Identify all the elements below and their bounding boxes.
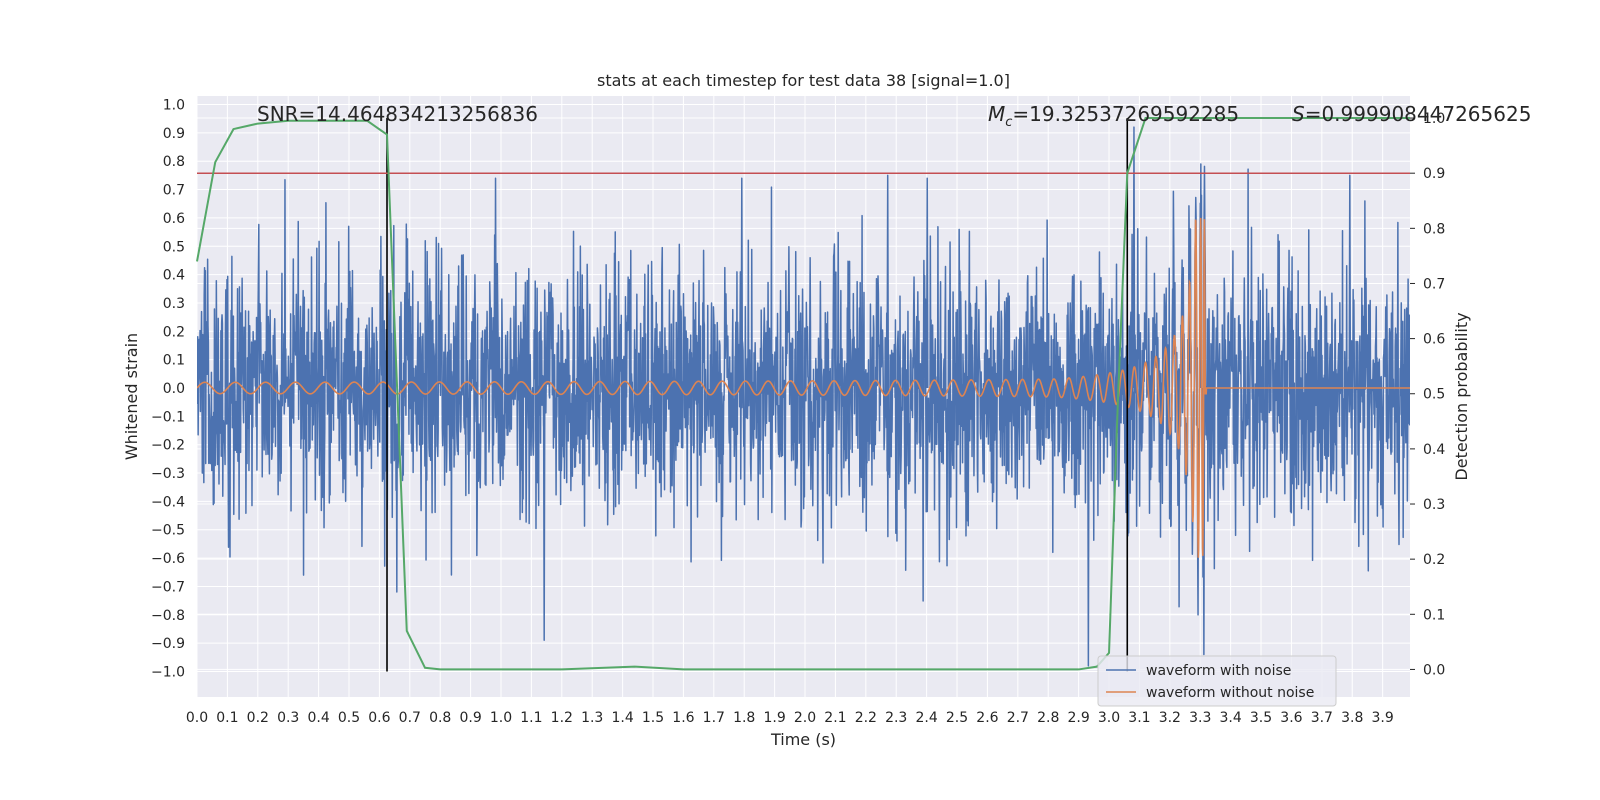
y-tick-label: 0.5	[163, 239, 185, 255]
x-tick-label: 3.4	[1220, 710, 1242, 726]
x-tick-label: 0.2	[247, 710, 269, 726]
x-tick-label: 2.7	[1007, 710, 1029, 726]
y-tick-label: −0.7	[151, 579, 185, 595]
legend-label-clean: waveform without noise	[1146, 685, 1314, 701]
y2-tick-label: 0.8	[1423, 221, 1445, 237]
chirp-mass-symbol: M	[988, 102, 1005, 126]
x-tick-label: 1.4	[611, 710, 633, 726]
x-tick-label: 1.1	[520, 710, 542, 726]
x-tick-label: 3.5	[1250, 710, 1272, 726]
x-tick-label: 3.1	[1128, 710, 1150, 726]
x-tick-label: 2.3	[885, 710, 907, 726]
y-tick-label: 0.8	[163, 154, 185, 170]
x-tick-label: 1.5	[642, 710, 664, 726]
y-tick-label: −0.5	[151, 523, 185, 539]
y-tick-label: 0.9	[163, 126, 185, 142]
chart-title: stats at each timestep for test data 38 …	[597, 71, 1010, 90]
y2-tick-label: 0.6	[1423, 332, 1445, 348]
y-tick-label: −0.2	[151, 438, 185, 454]
legend-label-noise: waveform with noise	[1146, 663, 1291, 679]
x-tick-label: 0.9	[459, 710, 481, 726]
y2-axis-label: Detection probability	[1452, 312, 1471, 480]
y2-tick-label: 0.0	[1423, 662, 1445, 678]
y2-tick-label: 0.5	[1423, 387, 1445, 403]
score-symbol: S	[1292, 102, 1305, 126]
overlay-layer	[196, 117, 1410, 672]
x-tick-label: 0.6	[368, 710, 390, 726]
x-tick-label: 0.4	[307, 710, 329, 726]
x-tick-label: 2.8	[1037, 710, 1059, 726]
y2-tick-label: 0.9	[1423, 166, 1445, 182]
x-tick-label: 2.4	[915, 710, 937, 726]
x-tick-label: 2.6	[976, 710, 998, 726]
x-tick-label: 3.0	[1098, 710, 1120, 726]
y-tick-label: 0.7	[163, 183, 185, 199]
y2-tick-label: 0.7	[1423, 276, 1445, 292]
y-tick-label: −0.1	[151, 409, 185, 425]
y-tick-label: −0.4	[151, 494, 185, 510]
x-tick-label: 3.7	[1311, 710, 1333, 726]
y-tick-label: −0.9	[151, 636, 185, 652]
x-tick-label: 3.6	[1280, 710, 1302, 726]
y-tick-label: −0.6	[151, 551, 185, 567]
x-tick-label: 3.8	[1341, 710, 1363, 726]
y-tick-label: 0.1	[163, 353, 185, 369]
chirp-mass-annotation: Mc=19.32537269592285	[988, 102, 1239, 130]
x-tick-label: 0.5	[338, 710, 360, 726]
y-tick-label: 0.2	[163, 324, 185, 340]
x-tick-label: 1.0	[490, 710, 512, 726]
legend: waveform with noise waveform without noi…	[1097, 655, 1337, 707]
y-tick-label: −0.3	[151, 466, 185, 482]
score-annotation: S=0.999908447265625	[1292, 102, 1531, 126]
chirp-mass-value: =19.32537269592285	[1012, 102, 1239, 126]
y2-tick-label: 0.2	[1423, 552, 1445, 568]
x-tick-label: 1.9	[763, 710, 785, 726]
y-tick-label: −0.8	[151, 608, 185, 624]
series-waveform-without-noise	[197, 217, 1410, 558]
y-tick-label: 0.0	[163, 381, 185, 397]
chirp-mass-subscript: c	[1005, 115, 1012, 130]
y-tick-label: 1.0	[163, 98, 185, 114]
x-tick-label: 0.8	[429, 710, 451, 726]
snr-annotation: SNR=14.464834213256836	[257, 102, 538, 126]
y2-tick-label: 0.1	[1423, 607, 1445, 623]
x-tick-label: 0.7	[399, 710, 421, 726]
y2-tick-label: 0.4	[1423, 442, 1445, 458]
y-tick-label: −1.0	[151, 664, 185, 680]
x-tick-label: 2.0	[794, 710, 816, 726]
x-tick-label: 1.8	[733, 710, 755, 726]
legend-frame	[1097, 655, 1337, 707]
series-waveform-with-noise	[197, 126, 1410, 667]
score-value: =0.999908447265625	[1305, 102, 1532, 126]
x-tick-label: 1.7	[703, 710, 725, 726]
x-tick-label: 3.3	[1189, 710, 1211, 726]
x-tick-label: 3.9	[1372, 710, 1394, 726]
x-tick-label: 0.1	[216, 710, 238, 726]
x-tick-label: 1.2	[551, 710, 573, 726]
y-tick-label: 0.6	[163, 211, 185, 227]
y-tick-label: 0.4	[163, 268, 185, 284]
x-tick-label: 3.2	[1159, 710, 1181, 726]
x-axis-label: Time (s)	[770, 730, 836, 749]
x-tick-label: 1.3	[581, 710, 603, 726]
x-tick-label: 0.0	[186, 710, 208, 726]
series-layer	[197, 126, 1410, 667]
x-tick-label: 2.1	[824, 710, 846, 726]
y-axis-label: Whitened strain	[122, 333, 141, 460]
y2-tick-label: 1.0	[1423, 111, 1445, 127]
x-tick-label: 2.9	[1067, 710, 1089, 726]
x-tick-label: 2.5	[946, 710, 968, 726]
ticks-layer: 0.0 0.1 0.2 0.3 0.4 0.5 0.6 0.7 0.8 0.9 1.0 1.1 1.2 1…	[151, 98, 1445, 726]
series-detection-probability	[196, 117, 1410, 671]
x-tick-label: 2.2	[855, 710, 877, 726]
y2-tick-label: 0.3	[1423, 497, 1445, 513]
y-tick-label: 0.3	[163, 296, 185, 312]
x-tick-label: 1.6	[672, 710, 694, 726]
x-tick-label: 0.3	[277, 710, 299, 726]
